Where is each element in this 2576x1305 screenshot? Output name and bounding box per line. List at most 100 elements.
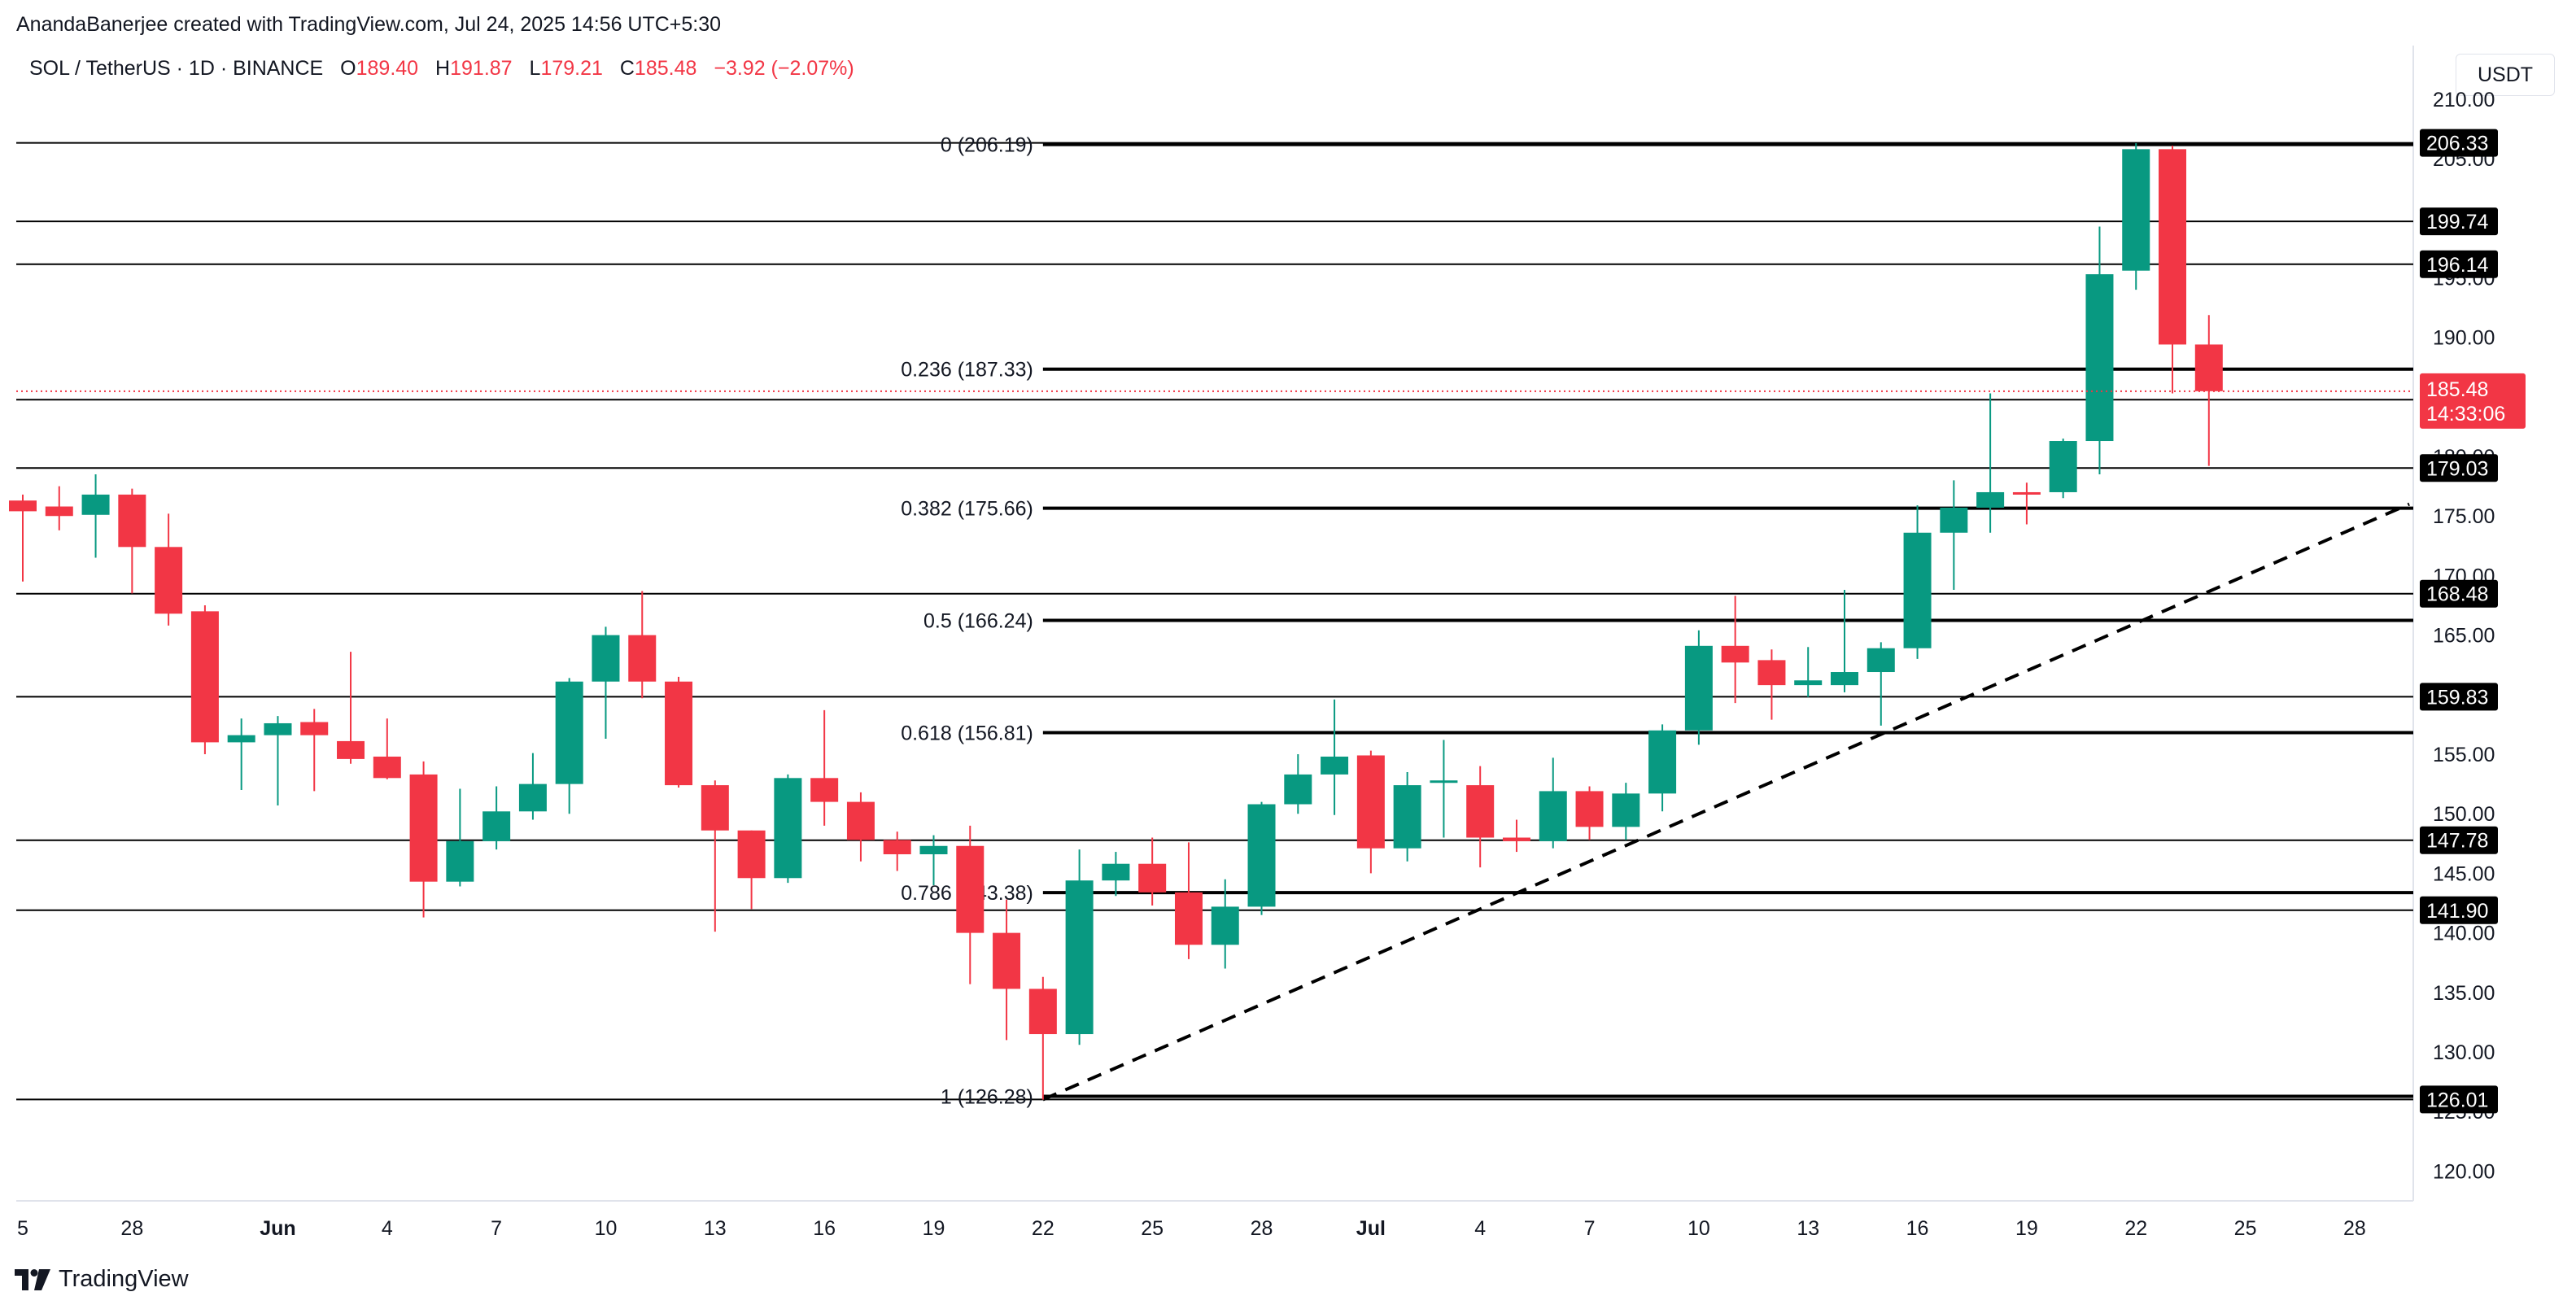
bearish-candle[interactable] [45, 486, 73, 530]
bearish-candle[interactable] [665, 676, 693, 788]
candle-body [1976, 491, 2005, 508]
fibonacci-retracement[interactable]: 0 (206.19) 0.236 (187.33) 0.382 (175.66) 0.… [901, 134, 2413, 1109]
trendline-layer[interactable] [1042, 502, 2410, 1102]
bearish-candle[interactable] [1721, 596, 1749, 704]
bullish-candle[interactable] [446, 788, 474, 887]
bullish-candle[interactable] [264, 716, 292, 805]
bearish-candle[interactable] [409, 761, 438, 918]
bullish-candle[interactable] [81, 474, 110, 558]
currency-button[interactable]: USDT [2456, 54, 2555, 96]
bullish-candle[interactable] [1102, 852, 1130, 897]
bearish-candle[interactable] [883, 831, 911, 871]
price-tick-label: 155.00 [2433, 744, 2495, 766]
candle-body [1721, 645, 1749, 663]
candle-body [1466, 785, 1495, 838]
bearish-candle[interactable] [300, 709, 329, 792]
bearish-candle[interactable] [1138, 837, 1167, 906]
candle-body [190, 611, 219, 743]
symbol-name[interactable]: SOL / TetherUS · 1D · BINANCE [29, 57, 324, 80]
bullish-candle[interactable] [482, 786, 511, 850]
bearish-candle[interactable] [190, 605, 219, 755]
bearish-candle[interactable] [337, 652, 365, 764]
candle-body [1430, 780, 1458, 783]
bearish-candle[interactable] [118, 488, 146, 594]
bullish-candle[interactable] [1321, 699, 1349, 815]
bearish-candle[interactable] [1466, 766, 1495, 868]
bearish-candle[interactable] [1028, 976, 1057, 1100]
bullish-candle[interactable] [1684, 630, 1713, 745]
candle-body [1903, 532, 1932, 648]
bearish-candle[interactable] [2012, 482, 2041, 525]
bearish-candle[interactable] [701, 780, 729, 932]
bearish-candle[interactable] [1174, 842, 1203, 959]
bullish-candle[interactable] [592, 626, 620, 739]
bearish-candle[interactable] [810, 709, 839, 826]
bullish-candle[interactable] [555, 678, 583, 814]
bearish-candle[interactable] [1575, 786, 1604, 840]
bullish-candle[interactable] [1539, 757, 1567, 849]
bullish-candle[interactable] [2049, 439, 2077, 499]
rising-trendline[interactable] [1042, 502, 2410, 1102]
bearish-candle[interactable] [155, 513, 183, 626]
bearish-candle[interactable] [2194, 315, 2223, 466]
time-tick-label: 28 [1251, 1217, 1273, 1240]
time-axis[interactable]: 5 28 Jun 4 7 10 13 16 19 22 25 28 Jul 4 7 10 13 16 19 22 25 2… [17, 1217, 2366, 1240]
bullish-candle[interactable] [919, 835, 948, 886]
bearish-candle[interactable] [2159, 145, 2187, 394]
bullish-candle[interactable] [2085, 226, 2114, 475]
candle-body [446, 840, 474, 882]
time-tick-label: 16 [813, 1217, 836, 1240]
candle-body [2159, 149, 2187, 345]
bearish-candle[interactable] [737, 830, 766, 910]
bearish-candle[interactable] [993, 899, 1021, 1041]
bullish-candle[interactable] [1648, 724, 1677, 812]
bullish-candle[interactable] [1065, 849, 1094, 1045]
bullish-candle[interactable] [518, 753, 547, 820]
candle-body [592, 635, 620, 682]
last-price-tag [2420, 373, 2526, 429]
bullish-candle[interactable] [1247, 801, 1276, 915]
price-tick-label: 140.00 [2433, 923, 2495, 945]
bearish-candle[interactable] [1502, 819, 1530, 853]
candles-layer[interactable] [9, 143, 2223, 1100]
bullish-candle[interactable] [227, 718, 255, 790]
close-value: 185.48 [634, 57, 697, 80]
bearish-candle[interactable] [846, 792, 875, 862]
bullish-candle[interactable] [1393, 771, 1421, 862]
bullish-candle[interactable] [1831, 590, 1858, 692]
price-tick-label: 135.00 [2433, 982, 2495, 1005]
bearish-candle[interactable] [9, 494, 37, 582]
candle-body [701, 785, 729, 831]
horizontal-line-price: 126.01 [2426, 1089, 2488, 1111]
low-value: 179.21 [540, 57, 603, 80]
bullish-candle[interactable] [1867, 642, 1895, 726]
candle-body [300, 722, 329, 735]
candle-body [1867, 648, 1895, 673]
bullish-candle[interactable] [774, 774, 802, 884]
bullish-candle[interactable] [1612, 783, 1640, 840]
bearish-candle[interactable] [1757, 649, 1786, 720]
bearish-candle[interactable] [956, 825, 985, 984]
bullish-candle[interactable] [2122, 143, 2150, 290]
bullish-candle[interactable] [1284, 754, 1312, 814]
price-tick-label: 190.00 [2433, 327, 2495, 350]
horizontal-line-price: 141.90 [2426, 900, 2488, 923]
bearish-candle[interactable] [1356, 750, 1385, 874]
bearish-candle[interactable] [373, 718, 401, 779]
candle-body [1393, 785, 1421, 849]
bullish-candle[interactable] [1211, 879, 1239, 969]
candle-body [1575, 791, 1604, 827]
candle-body [1138, 863, 1167, 893]
bullish-candle[interactable] [1903, 505, 1932, 659]
bearish-candle[interactable] [628, 591, 657, 699]
candle-body [81, 494, 110, 515]
tradingview-brand[interactable]: TradingView [15, 1266, 189, 1293]
bullish-candle[interactable] [1976, 393, 2005, 533]
bullish-candle[interactable] [1940, 480, 1968, 591]
bullish-candle[interactable] [1430, 740, 1458, 838]
candle-body [1940, 508, 1968, 533]
time-tick-label: 16 [1906, 1217, 1929, 1240]
bullish-candle[interactable] [1794, 647, 1823, 697]
candle-body [518, 783, 547, 812]
